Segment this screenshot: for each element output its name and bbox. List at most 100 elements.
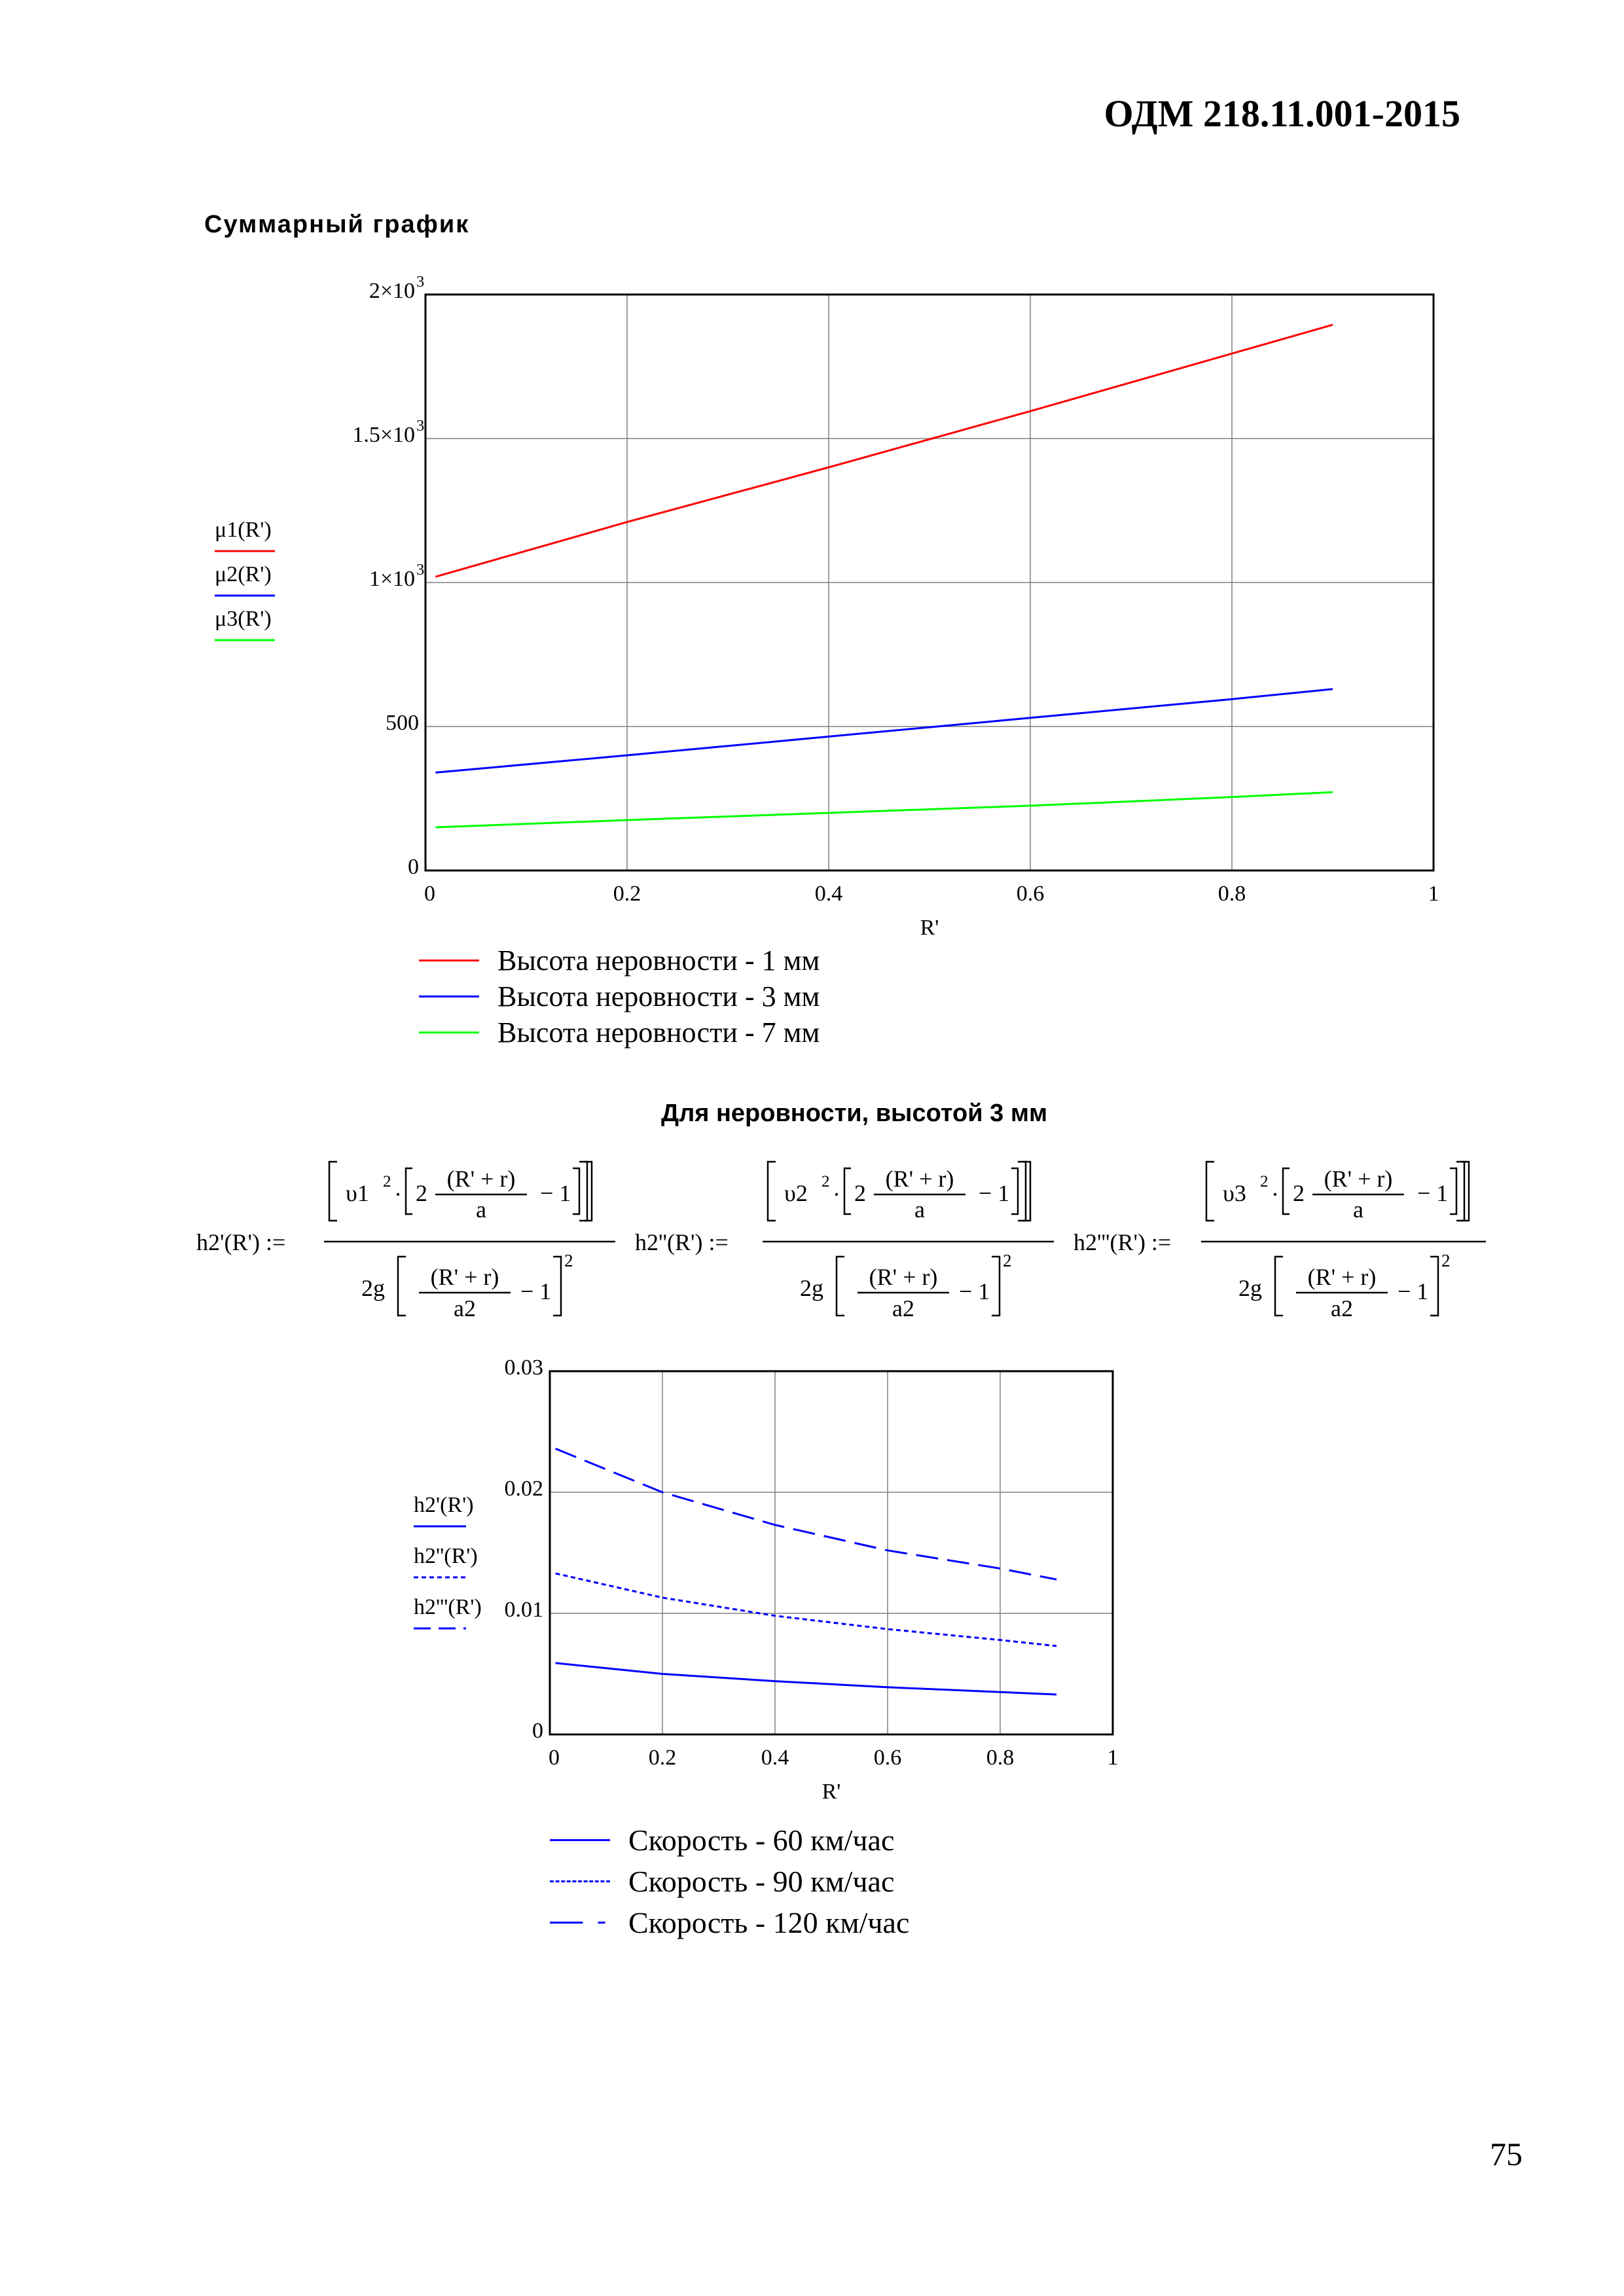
axis-legend-label: μ3(R') xyxy=(215,607,272,631)
axis-legend-label: h2'(R') xyxy=(414,1493,474,1517)
formula-h2-double-prime: h2''(R') :=υ2 2 · 2(R' + r)a− 12g (R' + r)a2… xyxy=(635,1160,1054,1321)
legend-label: Высота неровности - 1 мм xyxy=(497,944,820,977)
x-tick-label: 0.4 xyxy=(815,882,843,906)
formula-den-frac-den: a2 xyxy=(892,1295,914,1321)
formula-den-coef: 2g xyxy=(361,1275,385,1301)
formula-bracket xyxy=(1022,1160,1032,1222)
speed-chart: 0 0.2 0.4 0.6 0.8 1 0 0.01 0.02 0.03 R' h2'(R') h2''… xyxy=(414,1355,1119,1804)
legend-swatch-red xyxy=(419,960,479,961)
plot-frame xyxy=(424,293,1435,872)
formula-bracket xyxy=(1430,1255,1439,1317)
legend-label: Скорость - 90 км/час xyxy=(628,1865,895,1898)
chart1-legend: Высота неровности - 1 мм Высота неровнос… xyxy=(419,942,820,1050)
formula-minus-one: − 1 xyxy=(540,1180,571,1206)
x-tick-label: 0.8 xyxy=(986,1746,1015,1770)
formula-frac-num: (R' + r) xyxy=(447,1166,516,1192)
formula-bracket xyxy=(573,1167,581,1215)
y-tick-exponent: 3 xyxy=(416,275,424,291)
plot-frame xyxy=(549,1370,1114,1736)
formula-frac-den: a xyxy=(1353,1196,1363,1223)
axis-legend-label: h2''(R') xyxy=(414,1544,478,1568)
legend-label: Скорость - 120 км/час xyxy=(628,1906,910,1939)
legend-item-7mm: Высота неровности - 7 мм xyxy=(419,1014,820,1050)
formula-bracket xyxy=(405,1167,412,1215)
formula-exponent: 2 xyxy=(821,1173,830,1191)
formula-bracket xyxy=(328,1160,337,1222)
formula-bracket xyxy=(767,1160,776,1222)
chart2-legend: Скорость - 60 км/час Скорость - 90 км/ча… xyxy=(550,1820,909,1943)
formula-den-frac-den: a2 xyxy=(454,1295,476,1321)
formula-lhs: h2''(R') := xyxy=(635,1229,729,1255)
legend-swatch-dashed xyxy=(550,1922,610,1924)
formula-coef: 2 xyxy=(854,1180,866,1206)
formula-minus-one: − 1 xyxy=(979,1180,1009,1206)
x-tick-label: 1 xyxy=(1108,1746,1119,1770)
formula-bracket xyxy=(992,1255,1001,1317)
x-axis-label: R' xyxy=(920,916,939,940)
formula-velocity: υ1 xyxy=(346,1180,369,1206)
formula-bracket xyxy=(1456,1160,1466,1222)
formula-bracket xyxy=(1205,1160,1214,1222)
formula-bracket xyxy=(1011,1167,1019,1215)
formula-bracket xyxy=(1274,1255,1283,1317)
legend-swatch-solid xyxy=(550,1839,610,1841)
x-tick-label: 0 xyxy=(424,882,435,906)
series-line-1 xyxy=(435,323,1333,578)
formula-dot: · xyxy=(1271,1181,1279,1208)
x-tick-label: 0.6 xyxy=(1017,882,1045,906)
document-code: ОДМ 218.11.001-2015 xyxy=(1104,92,1461,135)
formula-den-minus-one: − 1 xyxy=(959,1278,990,1304)
formula-bracket xyxy=(584,1160,593,1222)
formula-frac-den: a xyxy=(914,1196,925,1223)
formula-den-frac-num: (R' + r) xyxy=(1308,1264,1377,1290)
formula-den-exponent: 2 xyxy=(564,1251,573,1270)
formula-frac-num: (R' + r) xyxy=(886,1166,954,1192)
formula-minus-one: − 1 xyxy=(1417,1180,1448,1206)
legend-label: Высота неровности - 7 мм xyxy=(497,1016,820,1049)
formula-lhs: h2'(R') := xyxy=(196,1229,285,1255)
formula-coef: 2 xyxy=(1293,1180,1305,1206)
formula-bracket xyxy=(1450,1167,1458,1215)
legend-swatch-blue xyxy=(419,996,479,997)
y-tick-exponent: 3 xyxy=(416,417,424,435)
formula-lhs: h2'''(R') := xyxy=(1074,1229,1171,1255)
formula-h2-prime: h2'(R') :=υ1 2 · 2(R' + r)a− 12g (R' + r)a2−… xyxy=(196,1160,615,1321)
y-tick-label: 0 xyxy=(532,1719,543,1743)
section-title-3mm: Для неровности, высотой 3 мм xyxy=(661,1100,1048,1127)
y-tick-label: 0 xyxy=(408,855,419,879)
x-tick-label: 1 xyxy=(1428,882,1439,906)
formula-bracket xyxy=(553,1255,562,1317)
y-tick-label: 0.02 xyxy=(505,1477,544,1501)
axis-legend-label: μ2(R') xyxy=(215,562,272,586)
x-axis-label: R' xyxy=(822,1780,841,1804)
series-line-2 xyxy=(555,1572,1057,1647)
y-tick-label: 1.5×10 xyxy=(352,423,415,447)
formula-velocity: υ2 xyxy=(784,1180,808,1206)
x-tick-label: 0.8 xyxy=(1218,882,1246,906)
legend-swatch-green xyxy=(419,1031,479,1033)
legend-item-120: Скорость - 120 км/час xyxy=(550,1902,909,1943)
series-line-1 xyxy=(555,1662,1057,1696)
formula-den-frac-num: (R' + r) xyxy=(431,1264,499,1290)
formula-bracket xyxy=(835,1255,844,1317)
axis-legend-label: h2'''(R') xyxy=(414,1595,482,1619)
x-tick-label: 0.4 xyxy=(761,1746,789,1770)
x-tick-label: 0 xyxy=(549,1746,560,1770)
formula-bracket xyxy=(397,1255,406,1317)
formula-bracket xyxy=(1282,1167,1290,1215)
legend-item-60: Скорость - 60 км/час xyxy=(550,1820,909,1861)
formula-exponent: 2 xyxy=(1260,1173,1269,1191)
formula-h2-triple-prime: h2'''(R') :=υ3 2 · 2(R' + r)a− 12g (R' + r)a… xyxy=(1074,1160,1486,1321)
formula-frac-den: a xyxy=(476,1196,486,1223)
formula-den-frac-den: a2 xyxy=(1331,1295,1353,1321)
axis-legend-label: μ1(R') xyxy=(215,518,272,542)
series-line-3 xyxy=(435,791,1333,829)
formula-bracket xyxy=(1461,1160,1470,1222)
x-tick-label: 0.2 xyxy=(613,882,641,906)
y-tick-exponent: 3 xyxy=(416,561,424,579)
y-tick-label: 1×10 xyxy=(369,567,415,591)
formula-bracket xyxy=(579,1160,588,1222)
x-tick-label: 0.2 xyxy=(649,1746,677,1770)
y-tick-label: 0.01 xyxy=(505,1598,544,1622)
